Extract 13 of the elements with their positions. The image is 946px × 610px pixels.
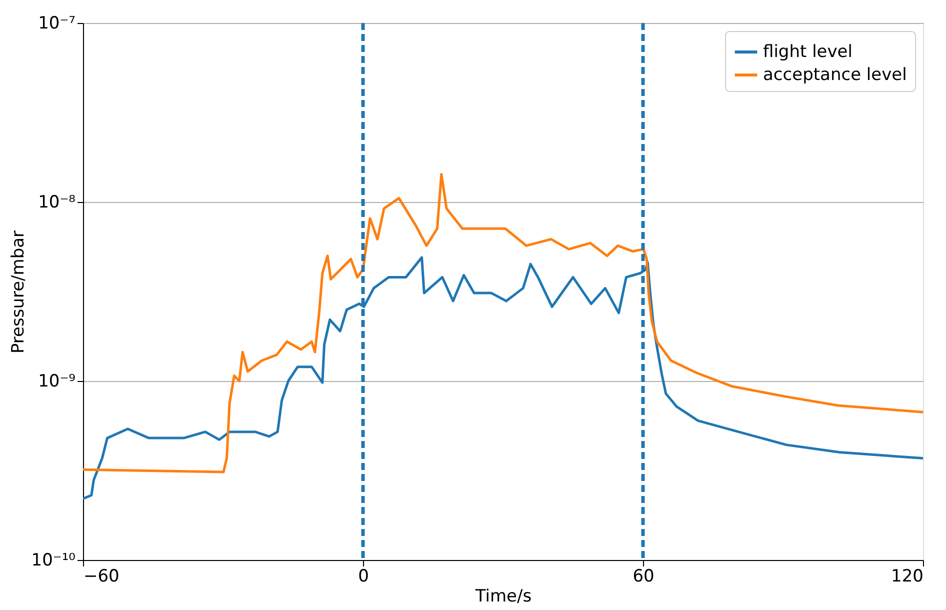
x-tick-label: 0 xyxy=(358,566,369,586)
x-tick-label: 120 xyxy=(891,566,924,586)
y-tick-label: 10⁻⁷ xyxy=(38,14,76,34)
legend-label: acceptance level xyxy=(763,65,907,85)
x-tick-label: 60 xyxy=(632,566,654,586)
y-axis-title: Pressure/mbar xyxy=(8,230,28,354)
y-tick-label: 10⁻⁹ xyxy=(38,372,76,392)
x-axis-title: Time/s xyxy=(474,586,532,606)
line-series xyxy=(83,172,923,474)
x-tick-label: −60 xyxy=(84,566,120,586)
legend-label: flight level xyxy=(763,42,852,62)
y-tick-label: 10⁻¹⁰ xyxy=(31,550,76,570)
y-tick-label: 10⁻⁸ xyxy=(38,192,76,212)
